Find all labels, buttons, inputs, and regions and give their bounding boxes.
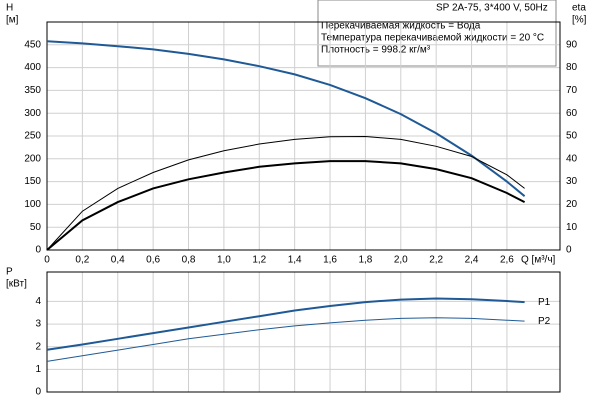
y2-tick-label: 90 xyxy=(566,39,578,50)
x-tick-label: 1,2 xyxy=(252,255,266,266)
y-tick-label: 400 xyxy=(24,62,41,73)
series-line xyxy=(46,40,526,197)
y-tick-label: 300 xyxy=(24,108,41,119)
info-box xyxy=(317,0,557,67)
series-label: P2 xyxy=(538,316,551,327)
series-line xyxy=(46,135,525,251)
annotation: Температура перекачиваемой жидкости = 20… xyxy=(321,33,544,44)
y-tick-label: 200 xyxy=(24,153,41,164)
x-tick-label: 1,8 xyxy=(358,255,372,266)
plot-frame xyxy=(46,21,561,251)
y-tick-label: 3 xyxy=(35,319,41,330)
y2-tick-label: 10 xyxy=(566,222,578,233)
x-axis-label: Q [м³/ч] xyxy=(521,255,556,266)
chart-title: SP 2A-75, 3*400 V, 50Hz xyxy=(436,3,548,14)
y-tick-label: 50 xyxy=(30,222,42,233)
y2-axis-unit: [%] xyxy=(572,15,587,26)
y-axis-unit: [м] xyxy=(6,15,19,26)
y2-tick-label: 60 xyxy=(566,108,578,119)
y2-tick-label: 20 xyxy=(566,199,578,210)
y-tick-label: 150 xyxy=(24,176,41,187)
x-tick-label: 0,6 xyxy=(146,255,160,266)
annotation: Плотность = 998.2 кг/м³ xyxy=(321,45,431,56)
x-tick-label: 2,4 xyxy=(465,255,479,266)
x-tick-label: 0 xyxy=(44,255,50,266)
y-tick-label: 2 xyxy=(35,341,41,352)
y2-tick-label: 80 xyxy=(566,62,578,73)
y2-tick-label: 30 xyxy=(566,176,578,187)
x-tick-label: 0,2 xyxy=(75,255,89,266)
y2-axis-label: eta xyxy=(572,3,586,14)
y-tick-label: 4 xyxy=(35,296,41,307)
y2-tick-label: 50 xyxy=(566,131,578,142)
y-tick-label: 0 xyxy=(35,245,41,256)
y-axis-label: H xyxy=(6,3,13,14)
x-tick-label: 0,8 xyxy=(182,255,196,266)
x-tick-label: 2,0 xyxy=(394,255,408,266)
x-tick-label: 1,0 xyxy=(217,255,231,266)
y-tick-label: 350 xyxy=(24,85,41,96)
plot-frame xyxy=(46,271,561,393)
y-axis-unit: [кВт] xyxy=(6,279,27,290)
series-line xyxy=(46,160,526,251)
series-line xyxy=(46,297,525,351)
y2-tick-label: 70 xyxy=(566,85,578,96)
x-tick-label: 2,6 xyxy=(500,255,514,266)
x-tick-label: 1,6 xyxy=(323,255,337,266)
y-tick-label: 1 xyxy=(35,364,41,375)
y-tick-label: 450 xyxy=(24,39,41,50)
y2-tick-label: 0 xyxy=(566,245,572,256)
y-tick-label: 0 xyxy=(35,387,41,398)
x-tick-label: 1,4 xyxy=(288,255,302,266)
y-axis-label: P xyxy=(6,267,13,278)
x-tick-label: 2,2 xyxy=(429,255,443,266)
x-tick-label: 0,4 xyxy=(111,255,125,266)
series-label: P1 xyxy=(538,297,551,308)
series-line xyxy=(46,317,525,362)
y-tick-label: 100 xyxy=(24,199,41,210)
y2-tick-label: 40 xyxy=(566,153,578,164)
y-tick-label: 250 xyxy=(24,131,41,142)
